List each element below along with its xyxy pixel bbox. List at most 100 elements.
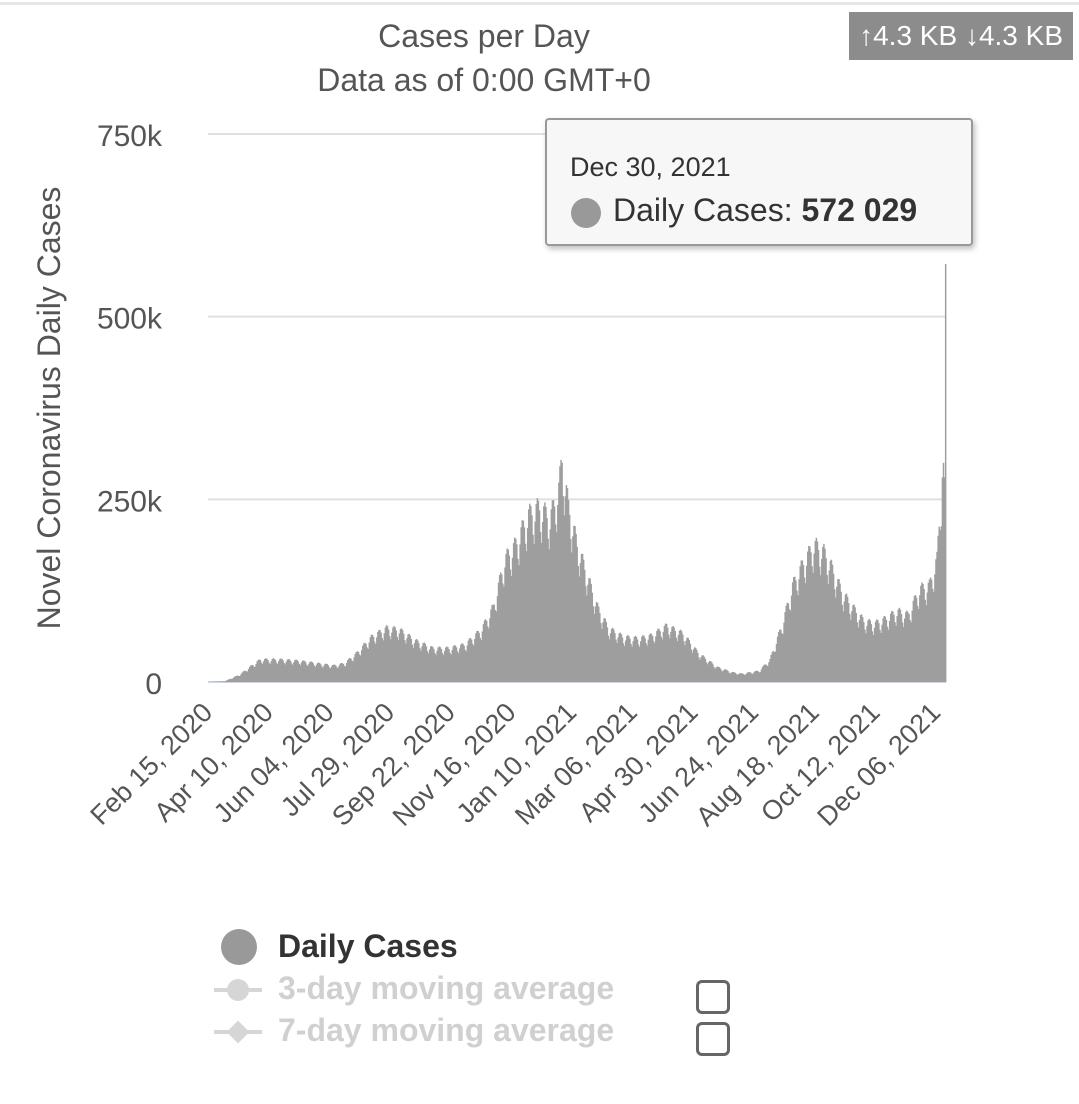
daily-cases-bar[interactable] — [348, 658, 350, 682]
daily-cases-bar[interactable] — [897, 609, 899, 683]
daily-cases-bar[interactable] — [522, 520, 525, 682]
daily-cases-bar[interactable] — [899, 609, 902, 682]
daily-cases-bar[interactable] — [573, 525, 575, 682]
daily-cases-bar[interactable] — [395, 630, 397, 682]
daily-cases-bar[interactable] — [579, 562, 582, 682]
daily-cases-bar[interactable] — [670, 631, 672, 682]
daily-cases-bar[interactable] — [813, 553, 815, 682]
daily-cases-bar[interactable] — [631, 646, 633, 682]
daily-cases-bar[interactable] — [507, 549, 509, 682]
daily-cases-bar[interactable] — [292, 664, 294, 682]
daily-cases-bar[interactable] — [443, 650, 446, 682]
daily-cases-bar[interactable] — [765, 664, 767, 682]
daily-cases-bar[interactable] — [585, 586, 587, 682]
daily-cases-bar[interactable] — [318, 663, 321, 682]
daily-cases-bar[interactable] — [460, 644, 462, 682]
daily-cases-bar[interactable] — [795, 580, 797, 682]
daily-cases-bar[interactable] — [655, 636, 657, 682]
daily-cases-bar[interactable] — [599, 613, 601, 682]
daily-cases-bar[interactable] — [600, 623, 602, 682]
daily-cases-bar[interactable] — [374, 644, 377, 682]
daily-cases-bar[interactable] — [239, 676, 241, 682]
daily-cases-bar[interactable] — [864, 629, 866, 682]
daily-cases-bar[interactable] — [485, 620, 488, 682]
daily-cases-bar[interactable] — [401, 630, 404, 682]
daily-cases-bar[interactable] — [883, 615, 885, 682]
daily-cases-bar[interactable] — [477, 630, 479, 682]
daily-cases-bar[interactable] — [675, 637, 678, 682]
daily-cases-bar[interactable] — [429, 646, 432, 682]
daily-cases-bar[interactable] — [621, 637, 624, 682]
daily-cases-bar[interactable] — [593, 614, 596, 682]
daily-cases-bar[interactable] — [541, 522, 544, 682]
daily-cases-bar[interactable] — [390, 639, 392, 682]
daily-cases-bar[interactable] — [772, 650, 775, 682]
daily-cases-bar[interactable] — [345, 663, 348, 682]
daily-cases-bar[interactable] — [293, 662, 295, 682]
daily-cases-bar[interactable] — [937, 535, 939, 682]
daily-cases-bar[interactable] — [615, 639, 617, 682]
daily-cases-bar[interactable] — [938, 526, 940, 682]
daily-cases-bar[interactable] — [553, 506, 556, 682]
daily-cases-bar[interactable] — [270, 661, 272, 682]
daily-cases-bar[interactable] — [570, 538, 572, 682]
daily-cases-bar[interactable] — [296, 660, 298, 682]
daily-cases-bar[interactable] — [545, 506, 547, 682]
daily-cases-bar[interactable] — [436, 650, 438, 682]
daily-cases-bar[interactable] — [738, 673, 740, 682]
daily-cases-bar[interactable] — [241, 672, 243, 682]
daily-cases-bar[interactable] — [392, 627, 394, 682]
daily-cases-bar[interactable] — [357, 651, 360, 682]
daily-cases-bar[interactable] — [448, 649, 450, 682]
daily-cases-bar[interactable] — [742, 673, 744, 682]
daily-cases-bar[interactable] — [649, 633, 652, 682]
daily-cases-bar[interactable] — [332, 664, 335, 682]
daily-cases-bar[interactable] — [651, 636, 654, 682]
daily-cases-bar[interactable] — [654, 643, 656, 682]
daily-cases-bar[interactable] — [298, 663, 300, 682]
daily-cases-bar[interactable] — [385, 625, 388, 682]
checkbox-7-day-average[interactable] — [696, 1022, 730, 1056]
daily-cases-bar[interactable] — [560, 459, 562, 682]
daily-cases-bar[interactable] — [266, 658, 268, 682]
daily-cases-bar[interactable] — [295, 659, 297, 682]
daily-cases-bar[interactable] — [344, 666, 347, 682]
daily-cases-bar[interactable] — [824, 548, 826, 682]
daily-cases-bar[interactable] — [761, 667, 764, 682]
daily-cases-bar[interactable] — [928, 579, 931, 682]
daily-cases-bar[interactable] — [508, 555, 511, 682]
daily-cases-bar[interactable] — [300, 662, 303, 682]
daily-cases-bar[interactable] — [406, 638, 408, 682]
daily-cases-bar[interactable] — [759, 672, 762, 682]
daily-cases-bar[interactable] — [351, 660, 353, 682]
daily-cases-bar[interactable] — [243, 670, 246, 682]
daily-cases-bar[interactable] — [350, 658, 352, 682]
daily-cases-bar[interactable] — [817, 550, 820, 682]
daily-cases-bar[interactable] — [325, 663, 327, 682]
daily-cases-bar[interactable] — [512, 543, 515, 682]
daily-cases-bar[interactable] — [551, 500, 554, 683]
legend-item-3-day-average[interactable]: 3-day moving average — [278, 970, 615, 1006]
daily-cases-bar[interactable] — [461, 643, 463, 682]
daily-cases-bar[interactable] — [271, 658, 274, 682]
daily-cases-bar[interactable] — [242, 671, 244, 682]
daily-cases-bar[interactable] — [437, 647, 439, 682]
daily-cases-bar[interactable] — [850, 619, 852, 682]
daily-cases-bar[interactable] — [342, 663, 345, 682]
daily-cases-bar[interactable] — [427, 653, 430, 682]
daily-cases-bar[interactable] — [431, 646, 433, 682]
daily-cases-bar[interactable] — [661, 639, 664, 682]
daily-cases-bar[interactable] — [365, 643, 367, 682]
daily-cases-bar[interactable] — [757, 671, 759, 682]
daily-cases-bar[interactable] — [482, 624, 485, 682]
daily-cases-bar[interactable] — [756, 670, 758, 682]
daily-cases-bar[interactable] — [829, 560, 832, 682]
daily-cases-bar[interactable] — [480, 640, 483, 682]
daily-cases-bar[interactable] — [601, 628, 603, 682]
daily-cases-bar[interactable] — [885, 619, 888, 682]
daily-cases-bar[interactable] — [618, 633, 620, 682]
daily-cases-bar[interactable] — [805, 565, 808, 682]
daily-cases-bar[interactable] — [495, 611, 498, 682]
daily-cases-bar[interactable] — [733, 672, 736, 682]
daily-cases-bar[interactable] — [572, 536, 574, 682]
